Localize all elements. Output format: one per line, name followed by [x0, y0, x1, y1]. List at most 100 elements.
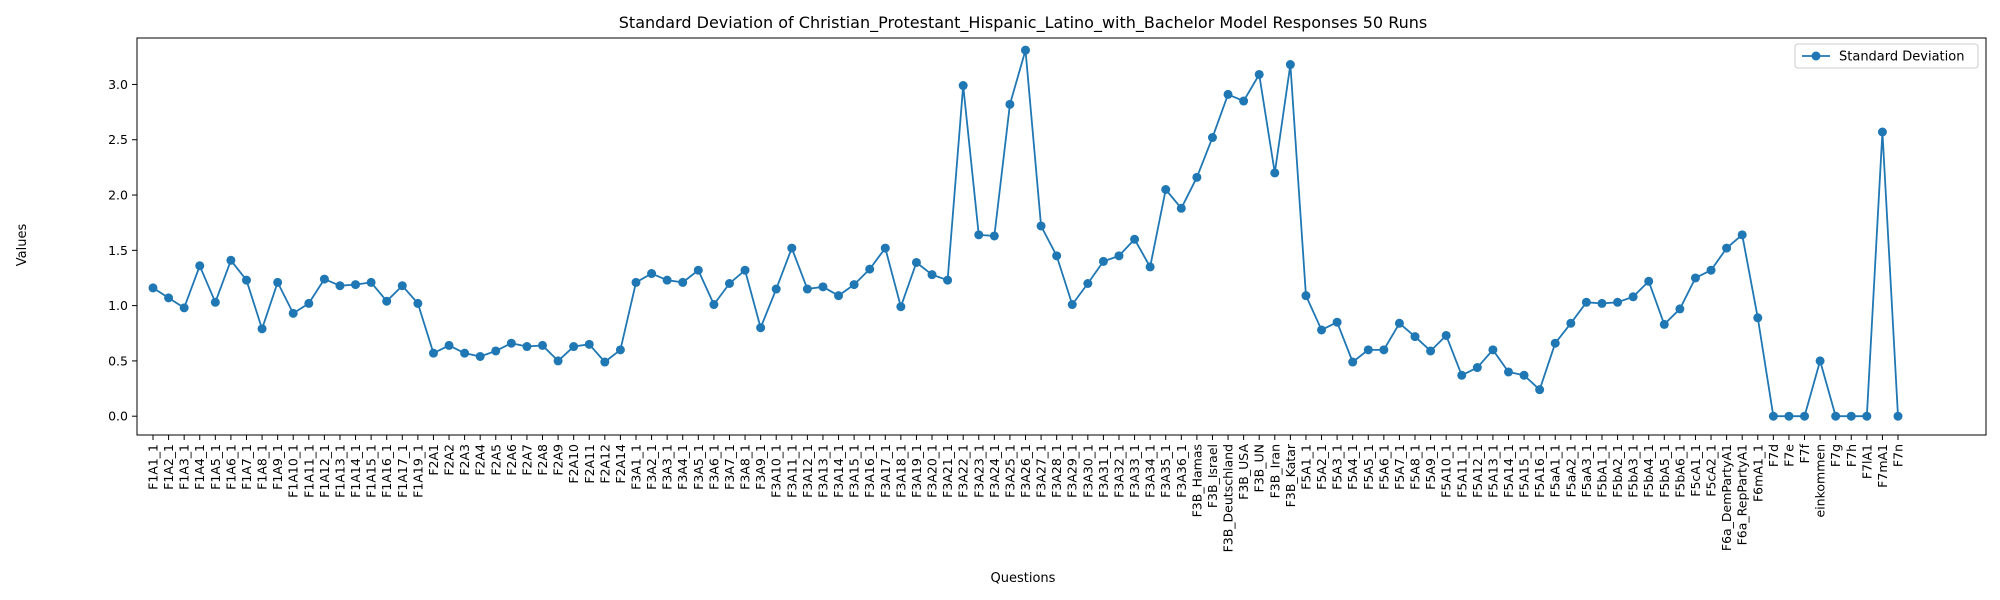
data-point: [1675, 304, 1685, 314]
data-point: [771, 284, 781, 294]
x-tick-label: F1A17_1: [395, 444, 410, 498]
x-tick-label: F1A13_1: [332, 444, 347, 498]
x-tick-label: F1A4_1: [192, 444, 207, 490]
data-point: [865, 264, 875, 274]
x-tick-label: F3A25_1: [1002, 444, 1017, 498]
data-point: [1098, 256, 1108, 266]
x-tick-label: F5A7_1: [1392, 444, 1407, 490]
data-point: [724, 278, 734, 288]
legend-entry: Standard Deviation: [1839, 50, 1964, 65]
data-point: [756, 323, 766, 333]
data-point: [1114, 251, 1124, 261]
x-tick-label: F3B_Iran: [1267, 444, 1282, 498]
x-tick-label: F5A3_1: [1330, 444, 1345, 490]
data-point: [1192, 172, 1202, 182]
data-point: [1831, 411, 1841, 421]
data-point: [1270, 168, 1280, 178]
data-point: [662, 275, 672, 285]
x-tick-label: F3A12_1: [800, 444, 815, 498]
x-tick-label: F1A14_1: [348, 444, 363, 498]
x-tick-label: F1A19_1: [410, 444, 425, 498]
x-tick-label: F1A2_1: [161, 444, 176, 490]
data-point: [1394, 318, 1404, 328]
x-tick-label: F5A9_1: [1423, 444, 1438, 490]
data-point: [1036, 221, 1046, 231]
x-tick-label: F3A35_1: [1158, 444, 1173, 498]
x-tick-label: F1A15_1: [364, 444, 379, 498]
x-tick-label: F1A11_1: [301, 444, 316, 498]
data-point: [880, 243, 890, 253]
x-tick-label: F3A7_1: [722, 444, 737, 490]
data-point: [1239, 96, 1249, 106]
data-point: [647, 269, 657, 279]
x-tick-label: F7g: [1828, 444, 1843, 467]
data-point: [257, 324, 267, 334]
x-tick-label: F6a_DemPartyA1: [1719, 444, 1734, 551]
data-point: [1581, 297, 1591, 307]
x-tick-label: F3B_Katar: [1283, 443, 1298, 507]
data-point: [1472, 363, 1482, 373]
data-point: [1379, 345, 1389, 355]
data-point: [958, 81, 968, 91]
x-tick-label: F2A14: [613, 444, 628, 484]
x-tick-label: F3B_Israel: [1205, 444, 1220, 508]
x-tick-label: F2A1: [426, 444, 441, 476]
x-tick-label: F7f: [1797, 443, 1812, 463]
data-point: [475, 351, 485, 361]
x-tick-label: F3A23_1: [971, 444, 986, 498]
data-point: [1176, 203, 1186, 213]
data-point: [1332, 317, 1342, 327]
x-tick-label: F3B_UN: [1252, 444, 1267, 492]
data-point: [943, 275, 953, 285]
x-tick-label: F3A18_1: [893, 444, 908, 498]
x-tick-label: F2A4: [473, 444, 488, 476]
data-point: [1862, 411, 1872, 421]
data-point: [1067, 300, 1077, 310]
data-point: [491, 346, 501, 356]
data-point: [1690, 273, 1700, 283]
data-point: [600, 357, 610, 367]
chart-title: Standard Deviation of Christian_Protesta…: [619, 13, 1427, 33]
data-point: [428, 348, 438, 358]
data-point: [1566, 318, 1576, 328]
x-tick-label: F3A32_1: [1111, 444, 1126, 498]
data-point: [1535, 385, 1545, 395]
x-tick-label: F3A27_1: [1034, 444, 1049, 498]
data-point: [506, 338, 516, 348]
data-point: [273, 277, 283, 287]
x-tick-label: F1A6_1: [223, 444, 238, 490]
x-tick-label: F5A11_1: [1454, 444, 1469, 498]
data-point: [1021, 45, 1030, 55]
x-tick-label: F3A11_1: [784, 444, 799, 498]
data-point: [911, 257, 921, 267]
x-tick-label: F5aA2_1: [1563, 444, 1578, 498]
data-point: [631, 277, 641, 287]
x-tick-label: F7e: [1781, 444, 1796, 467]
data-point: [1457, 370, 1467, 380]
x-tick-label: F2A2: [442, 444, 457, 476]
x-tick-label: F3A16_1: [862, 444, 877, 498]
x-tick-label: F5aA3_1: [1579, 444, 1594, 498]
x-tick-label: F7mA1: [1875, 444, 1890, 488]
data-point: [787, 243, 797, 253]
x-tick-label: F2A8: [535, 444, 550, 476]
data-point: [896, 302, 906, 312]
data-point: [849, 280, 859, 290]
data-point: [1722, 243, 1732, 253]
legend-box: [1794, 43, 1979, 69]
x-tick-label: F5bA2_1: [1610, 444, 1625, 498]
x-tick-label: F2A3: [457, 444, 472, 476]
x-tick-label: F3A9_1: [753, 444, 768, 490]
data-point: [335, 281, 345, 291]
x-tick-label: F3A15_1: [847, 444, 862, 498]
x-tick-label: F3A26_1: [1018, 444, 1033, 498]
data-point: [1254, 69, 1264, 79]
data-point: [740, 265, 750, 275]
data-point: [444, 340, 454, 350]
x-tick-label: F3A14_1: [831, 444, 846, 498]
x-tick-label: F5A1_1: [1298, 444, 1313, 490]
x-tick-label: F3A3_1: [660, 444, 675, 490]
x-tick-label: F3A21_1: [940, 444, 955, 498]
x-tick-label: F5aA1_1: [1548, 444, 1563, 498]
